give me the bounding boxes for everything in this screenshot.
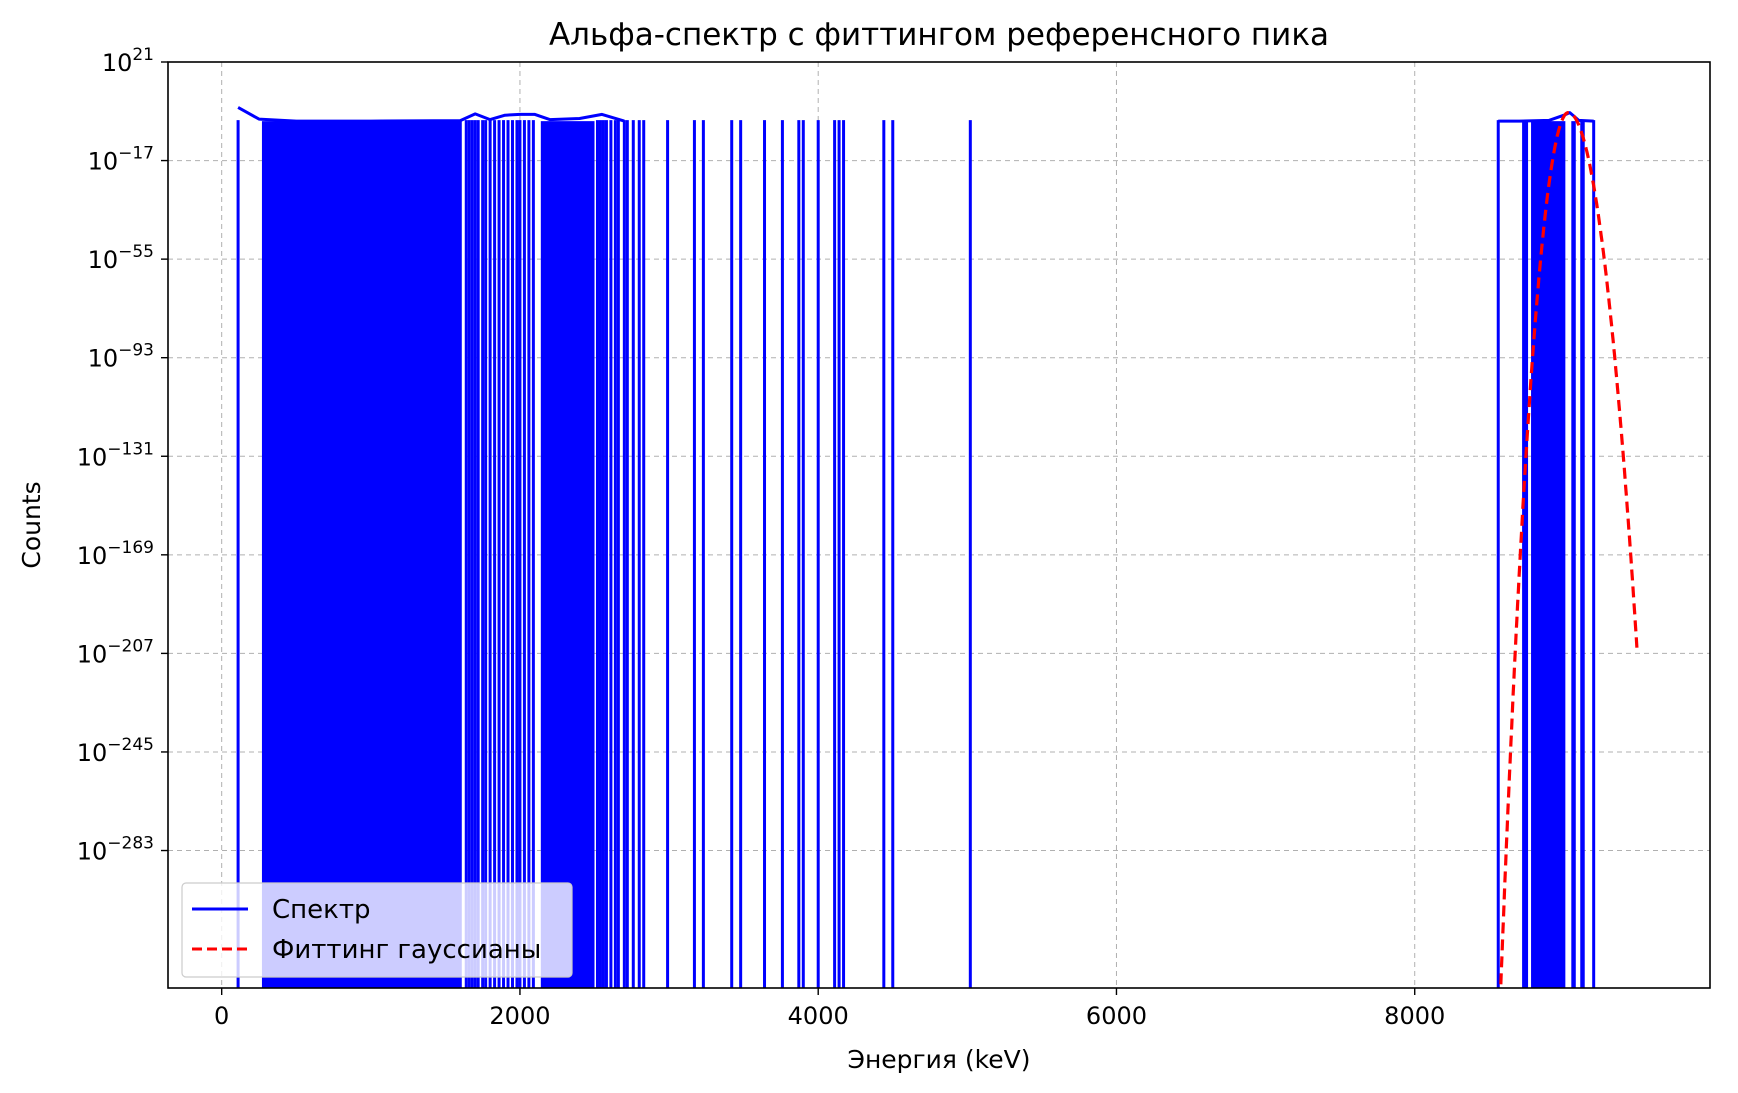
y-tick-label: 10−245 <box>77 735 154 767</box>
x-tick-label: 6000 <box>1086 1002 1147 1030</box>
y-axis-ticks: 1021 10−17 10−55 10−93 10−131 10−169 10−207 10−… <box>77 45 168 866</box>
spectrum-series <box>236 106 1596 988</box>
x-tick-label: 8000 <box>1384 1002 1445 1030</box>
x-tick-label: 2000 <box>489 1002 550 1030</box>
x-tick-label: 0 <box>214 1002 229 1030</box>
gaussian-fit-line <box>1499 111 1639 988</box>
spectrum-fill-band <box>540 121 595 988</box>
spectrum-envelope <box>237 106 625 123</box>
y-tick-label: 10−207 <box>77 636 154 668</box>
x-axis-label: Энергия (keV) <box>848 1045 1031 1074</box>
chart-title: Альфа-спектр с фиттингом референсного пи… <box>549 17 1329 53</box>
legend-box <box>181 882 573 978</box>
y-tick-label: 10−93 <box>88 341 154 373</box>
spectrum-fill-band <box>1580 121 1585 988</box>
y-tick-label: 10−131 <box>77 439 154 471</box>
y-axis-label: Counts <box>17 481 46 568</box>
y-tick-label: 10−55 <box>88 242 154 274</box>
y-tick-label: 1021 <box>102 45 154 77</box>
legend-label-fit: Фиттинг гауссианы <box>272 935 541 965</box>
y-tick-label: 10−17 <box>88 144 154 176</box>
legend-label-spectrum: Спектр <box>272 895 371 925</box>
fit-series <box>1499 111 1639 988</box>
spectrum-fill-band <box>261 121 462 988</box>
x-axis-ticks: 0 2000 4000 6000 8000 <box>214 988 1445 1030</box>
spectrum-fill-band <box>1571 121 1576 988</box>
y-tick-label: 10−283 <box>77 834 154 866</box>
plot-frame <box>167 61 1711 989</box>
legend: Спектр Фиттинг гауссианы <box>181 882 573 978</box>
plot-area <box>236 106 1639 988</box>
spectrum-fill-band <box>1522 121 1529 988</box>
spectrum-fill-band <box>1531 121 1566 988</box>
y-tick-label: 10−169 <box>77 538 154 570</box>
x-tick-label: 4000 <box>788 1002 849 1030</box>
